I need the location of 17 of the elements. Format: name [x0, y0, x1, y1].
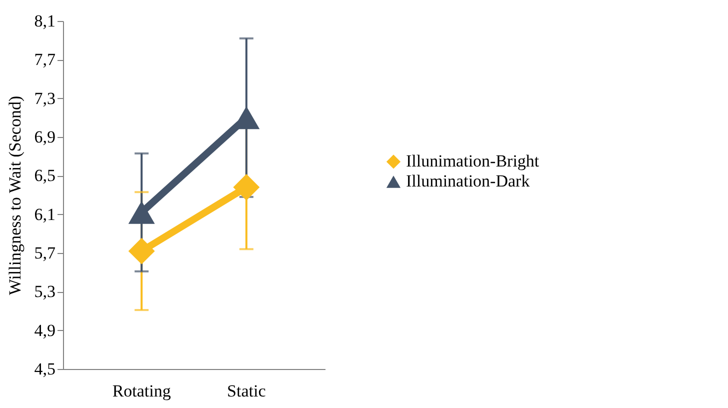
y-tick-label: 4,5 — [34, 360, 56, 378]
point — [233, 174, 260, 200]
legend-label: Illumination-Dark — [406, 172, 530, 191]
x-tick-label: Rotating — [112, 382, 172, 400]
x-tick-label: Static — [227, 382, 266, 400]
y-tick-label: 5,3 — [34, 282, 56, 302]
y-tick-label: 6,9 — [34, 128, 56, 146]
y-tick-label: 6,5 — [34, 166, 56, 186]
y-tick-label: 7,7 — [34, 50, 56, 70]
y-tick-label: 5,7 — [34, 244, 56, 262]
legend-label: Illunimation-Bright — [406, 152, 540, 171]
y-tick-label: 6,1 — [34, 204, 56, 224]
y-tick-label: 4,9 — [34, 320, 56, 340]
y-axis-title: Willingness to Wait (Second) — [5, 96, 24, 296]
y-tick-label: 7,3 — [34, 88, 56, 108]
y-tick-label: 8,1 — [34, 12, 56, 30]
point — [128, 238, 155, 264]
